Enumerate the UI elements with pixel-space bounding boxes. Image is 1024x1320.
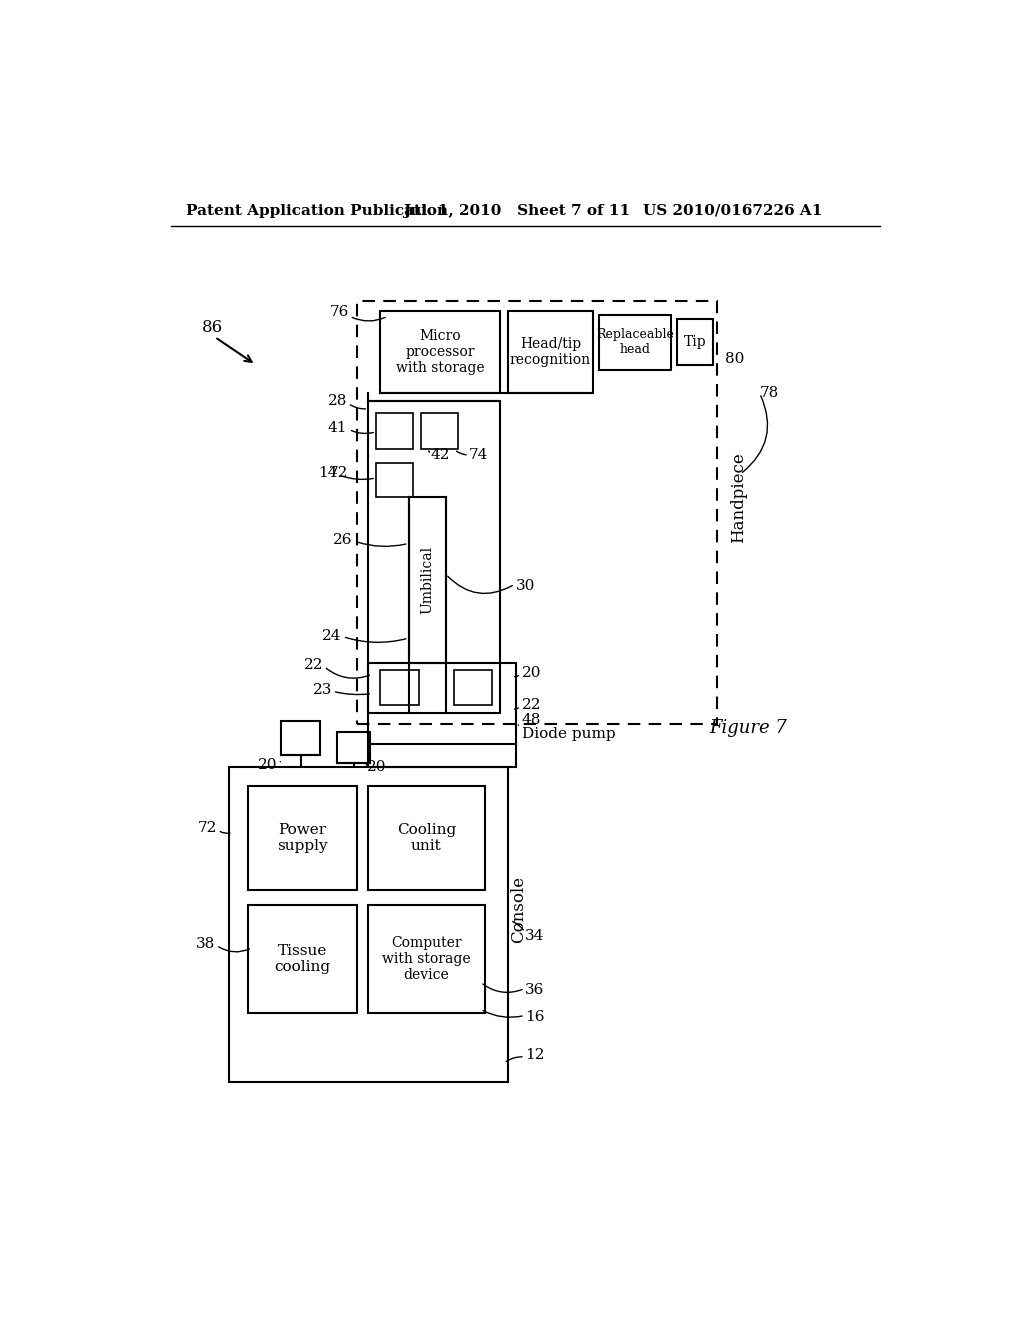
Text: Replaceable
head: Replaceable head: [596, 329, 674, 356]
Bar: [282, 721, 321, 755]
Text: 22: 22: [304, 659, 324, 672]
Text: Handpiece: Handpiece: [730, 451, 748, 543]
Bar: [369, 663, 515, 743]
Text: 86: 86: [202, 319, 223, 337]
Text: 20: 20: [367, 760, 386, 774]
Text: 72: 72: [329, 466, 348, 479]
Bar: [599, 314, 671, 370]
Text: Computer
with storage
device: Computer with storage device: [382, 936, 471, 982]
Text: Power
supply: Power supply: [278, 822, 328, 853]
Bar: [228, 767, 508, 1082]
Text: Tip: Tip: [684, 335, 707, 348]
Bar: [369, 785, 484, 890]
Text: 23: 23: [312, 682, 332, 697]
Text: 38: 38: [197, 937, 216, 950]
Text: 20: 20: [521, 665, 542, 680]
Text: 24: 24: [322, 628, 341, 643]
Text: 74: 74: [469, 447, 488, 462]
Text: US 2010/0167226 A1: US 2010/0167226 A1: [643, 203, 822, 218]
Text: Tissue
cooling: Tissue cooling: [274, 944, 331, 974]
Bar: [376, 412, 414, 449]
Text: 72: 72: [198, 821, 217, 836]
Text: Diode pump: Diode pump: [521, 727, 615, 742]
Text: Jul. 1, 2010   Sheet 7 of 11: Jul. 1, 2010 Sheet 7 of 11: [403, 203, 630, 218]
Bar: [369, 906, 484, 1014]
Bar: [248, 906, 356, 1014]
Text: 78: 78: [760, 387, 779, 400]
Text: 14: 14: [317, 466, 337, 479]
Text: 42: 42: [430, 447, 450, 462]
Text: 48: 48: [521, 714, 541, 727]
Text: 26: 26: [333, 532, 352, 546]
Text: 20: 20: [258, 758, 278, 772]
Text: 12: 12: [524, 1048, 545, 1063]
Text: 28: 28: [328, 393, 347, 408]
Bar: [677, 318, 713, 364]
Text: 80: 80: [725, 351, 744, 366]
Bar: [356, 301, 717, 725]
Text: Patent Application Publication: Patent Application Publication: [186, 203, 449, 218]
Text: Figure 7: Figure 7: [710, 719, 787, 737]
Bar: [380, 671, 419, 705]
Bar: [421, 412, 458, 449]
Bar: [337, 733, 370, 763]
Bar: [454, 671, 493, 705]
Bar: [380, 312, 500, 393]
Text: 36: 36: [524, 983, 544, 997]
Text: Umbilical: Umbilical: [420, 546, 434, 614]
Text: Cooling
unit: Cooling unit: [396, 822, 456, 853]
Text: Head/tip
recognition: Head/tip recognition: [510, 337, 591, 367]
Text: Micro
processor
with storage: Micro processor with storage: [395, 329, 484, 375]
Text: 41: 41: [328, 421, 347, 434]
Bar: [508, 312, 593, 393]
Text: 76: 76: [330, 305, 349, 319]
Bar: [376, 462, 414, 498]
Text: 30: 30: [515, 578, 535, 593]
Text: 34: 34: [524, 929, 544, 942]
Text: 22: 22: [521, 698, 542, 711]
Text: Console: Console: [510, 875, 527, 942]
Text: 16: 16: [524, 1010, 545, 1024]
Bar: [369, 401, 500, 713]
Bar: [248, 785, 356, 890]
